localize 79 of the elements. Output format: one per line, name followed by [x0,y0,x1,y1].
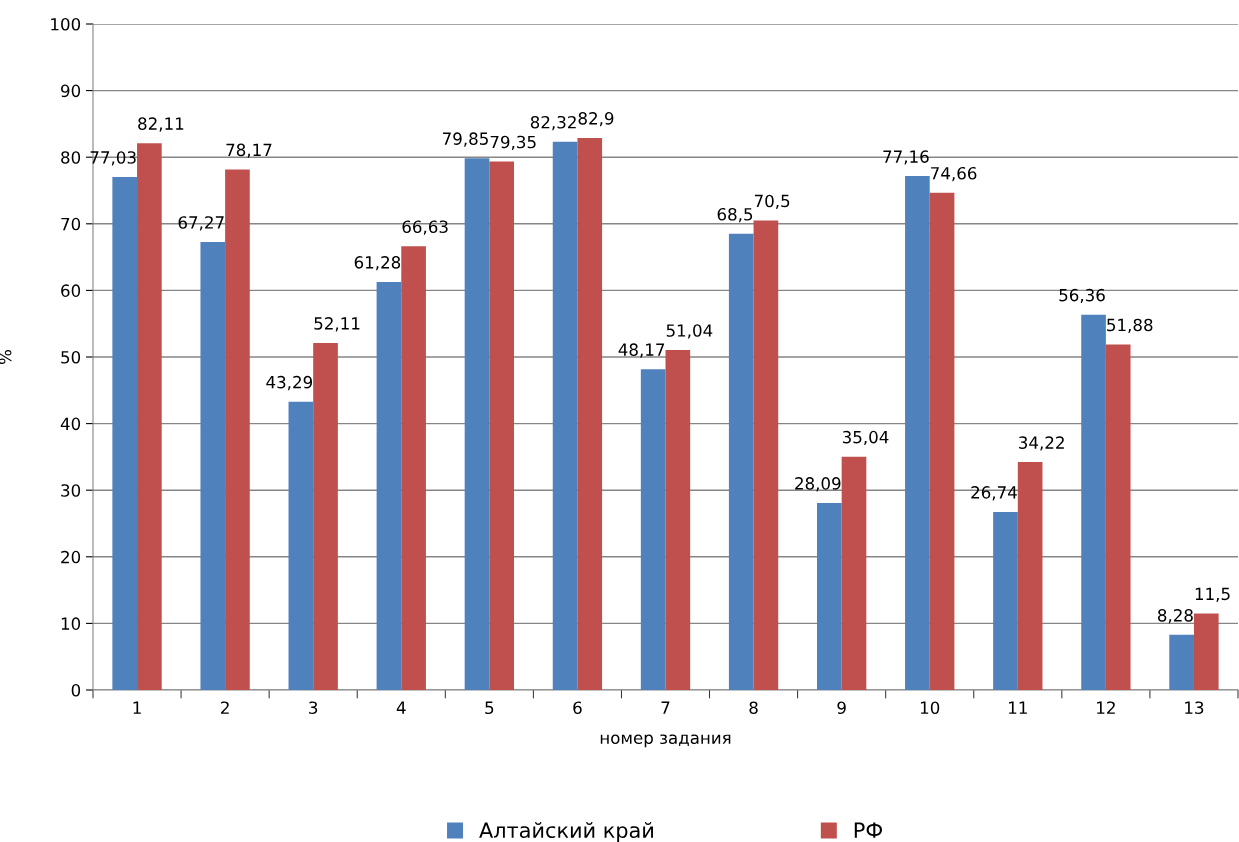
data-label: 51,04 [666,324,713,339]
y-tick-label: 30 [61,484,81,497]
bar [552,141,578,690]
data-label: 52,11 [314,317,360,332]
x-tick-label: 4 [396,701,406,714]
data-label: 82,11 [138,117,184,132]
data-label: 34,22 [1019,436,1064,451]
data-label: 70,5 [754,194,790,209]
bar [993,511,1018,690]
bar [200,241,226,690]
data-label: 82,9 [578,112,614,127]
data-label: 26,74 [971,486,1017,501]
y-tick-label: 0 [71,683,81,697]
x-axis-title: номер задания [600,734,731,748]
bar [905,176,930,690]
bar [1081,314,1106,690]
x-tick-label: 11 [1009,701,1027,714]
y-tick-label: 100 [51,17,81,31]
legend-label: Алтайский край [479,822,653,842]
y-tick-label: 80 [61,151,81,164]
bar [1105,344,1131,690]
y-tick-label: 60 [61,284,81,297]
data-label: 61,28 [354,256,401,271]
data-label: 79,85 [443,132,488,147]
bar [489,161,515,690]
bar [112,176,138,690]
data-label: 77,03 [90,151,136,166]
data-label: 8,28 [1157,609,1193,624]
data-label: 11,5 [1195,587,1230,602]
bar [841,456,867,690]
x-tick-label: 3 [309,701,318,715]
data-label: 79,35 [490,135,536,151]
x-tick-label: 1 [133,701,141,714]
data-label: 82,32 [530,115,576,131]
data-label: 51,88 [1107,318,1153,333]
bar [577,137,603,690]
bar [313,342,338,690]
bar [376,281,402,690]
bar [1017,462,1043,690]
data-label: 66,63 [402,220,448,235]
x-tick-label: 9 [837,701,846,715]
x-tick-label: 5 [485,701,494,715]
data-label: 56,36 [1059,288,1105,304]
bar [464,158,490,690]
bar [753,220,779,690]
data-label: 43,29 [266,375,313,391]
data-label: 77,16 [883,150,929,165]
bar [1169,634,1194,690]
bar [929,192,955,690]
x-tick-label: 12 [1097,701,1115,714]
x-tick-label: 10 [920,701,940,715]
data-label: 67,27 [178,216,224,231]
bar [1193,613,1219,690]
bar [288,401,314,690]
data-label: 35,04 [842,430,889,446]
x-tick-label: 6 [573,701,582,715]
data-label: 74,66 [931,166,977,182]
bar [137,143,162,690]
bar [401,246,426,690]
y-tick-label: 90 [61,84,81,98]
y-tick-label: 50 [61,350,81,364]
x-tick-label: 7 [661,701,670,714]
legend-label: РФ [854,822,883,838]
x-tick-label: 2 [221,701,229,714]
data-label: 68,5 [717,207,753,223]
data-label: 48,17 [618,343,665,358]
data-label: 78,17 [226,143,272,158]
y-tick-label: 20 [61,550,81,564]
x-tick-label: 13 [1185,701,1204,715]
x-tick-label: 8 [749,701,758,715]
bar [728,233,754,690]
bar [225,169,250,690]
y-tick-label: 10 [61,617,81,630]
data-label: 28,09 [795,477,841,492]
y-tick-label: 40 [60,417,81,431]
bar [665,350,691,690]
bar [816,502,842,690]
y-tick-label: 70 [61,217,81,231]
bar [640,369,666,690]
